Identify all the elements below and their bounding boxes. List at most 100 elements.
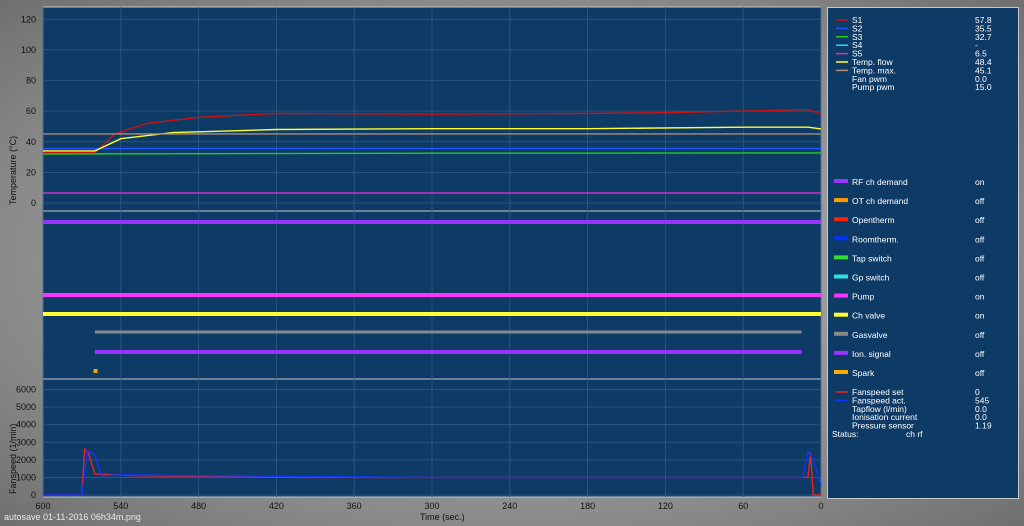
legend-state-9-swatch xyxy=(834,350,848,355)
x-tick-label: 60 xyxy=(738,501,748,511)
x-tick-label: 600 xyxy=(35,501,50,511)
legend-bottom-1-value: 545 xyxy=(975,395,989,405)
fanspeed-axis-label: Fanspeed (1/min) xyxy=(8,423,18,494)
legend-state-9-label: Ion. signal xyxy=(852,349,891,359)
legend-state-6-value: on xyxy=(975,292,985,302)
temperature-tick-label: 60 xyxy=(26,106,36,116)
legend-state-4-value: off xyxy=(975,253,985,263)
legend-state-1-value: off xyxy=(975,196,985,206)
legend-top-6-value: 45.1 xyxy=(975,65,992,75)
bar-rf-ch-demand xyxy=(43,220,821,224)
x-tick-label: 180 xyxy=(580,501,595,511)
fanspeed-tick-label: 1000 xyxy=(16,472,36,482)
legend-bottom-4-label: Pressure sensor xyxy=(852,421,914,431)
grid-lines xyxy=(42,7,822,497)
legend-state-10-label: Spark xyxy=(852,368,875,378)
legend-state-5-value: off xyxy=(975,273,985,283)
legend-top-8-label: Pump pwm xyxy=(852,82,895,92)
bar-pump xyxy=(43,293,821,297)
fanspeed-tick-label: 4000 xyxy=(16,420,36,430)
temperature-axis-label: Temperature (°C) xyxy=(8,136,18,205)
legend-state-7-value: on xyxy=(975,311,985,321)
fanspeed-tick-label: 5000 xyxy=(16,402,36,412)
legend-canvas: S1 57.8 S2 35.5 S3 32.7 S4 - S5 6.5 Temp. flow 48.4… xyxy=(832,15,992,439)
legend-state-2-label: Opentherm xyxy=(852,215,895,225)
legend-bottom-2-value: 0.0 xyxy=(975,404,987,414)
legend-bottom-2-label: Tapflow (l/min) xyxy=(852,404,907,414)
x-tick-label: 360 xyxy=(347,501,362,511)
x-tick-label: 300 xyxy=(424,501,439,511)
legend-state-9-value: off xyxy=(975,349,985,359)
legend-bottom-1-label: Fanspeed act. xyxy=(852,395,906,405)
legend-state-4-swatch xyxy=(834,255,848,260)
legend-top-6-label: Temp. max. xyxy=(852,65,896,75)
legend-state-1-swatch xyxy=(834,198,848,203)
legend-state-10-swatch xyxy=(834,370,848,374)
legend-top-3-label: S4 xyxy=(852,40,863,50)
legend-state-0-swatch xyxy=(834,179,848,183)
fanspeed-tick-label: 2000 xyxy=(16,455,36,465)
legend-state-2-value: off xyxy=(975,215,985,225)
bar-spark xyxy=(93,369,98,373)
series-lines xyxy=(42,108,822,496)
x-tick-label: 540 xyxy=(113,501,128,511)
legend-bottom-3-value: 0.0 xyxy=(975,412,987,422)
legend-top-4-label: S5 xyxy=(852,49,863,59)
legend-state-3-value: off xyxy=(975,234,985,244)
legend-state-7-swatch xyxy=(834,312,848,317)
legend-state-6-label: Pump xyxy=(852,292,874,302)
legend-state-5-label: Gp switch xyxy=(852,273,890,283)
legend-state-3-swatch xyxy=(834,236,848,241)
legend-state-6-swatch xyxy=(834,293,848,298)
temperature-tick-label: 0 xyxy=(31,198,36,208)
legend-state-8-swatch xyxy=(834,331,848,336)
legend-top-4-value: 6.5 xyxy=(975,49,987,59)
x-tick-label: 420 xyxy=(269,501,284,511)
legend-state-2-swatch xyxy=(834,217,848,222)
legend-top-1-label: S2 xyxy=(852,23,863,33)
tick-labels: 600 540 480 420 360 300 240 180 120 60 00204060801… xyxy=(16,14,824,511)
legend-state-0-label: RF ch demand xyxy=(852,177,908,187)
legend-state-1-label: OT ch demand xyxy=(852,196,908,206)
x-axis-label: Time (sec.) xyxy=(420,512,465,522)
temperature-tick-label: 80 xyxy=(26,76,36,86)
legend-state-3-label: Roomtherm. xyxy=(852,234,899,244)
status-label: Status: xyxy=(832,429,858,439)
temperature-tick-label: 40 xyxy=(26,137,36,147)
fanspeed-tick-label: 0 xyxy=(31,490,36,500)
temperature-tick-label: 20 xyxy=(26,167,36,177)
legend-top-7-value: 0.0 xyxy=(975,74,987,84)
legend-top-5-label: Temp. flow xyxy=(852,57,893,67)
digital-bars xyxy=(43,220,821,373)
legend-state-5-swatch xyxy=(834,274,848,279)
status-value: ch rf xyxy=(906,429,923,439)
x-tick-label: 120 xyxy=(658,501,673,511)
series-temp-flow xyxy=(43,126,822,152)
legend-top-0-value: 57.8 xyxy=(975,15,992,25)
x-tick-label: 480 xyxy=(191,501,206,511)
legend-top-5-value: 48.4 xyxy=(975,57,992,67)
legend-state-8-label: Gasvalve xyxy=(852,330,888,340)
legend-top-7-label: Fan pwm xyxy=(852,74,887,84)
legend-state-8-value: off xyxy=(975,330,985,340)
legend-state-4-label: Tap switch xyxy=(852,253,892,263)
legend-bottom-0-label: Fanspeed set xyxy=(852,387,904,397)
x-tick-label: 240 xyxy=(502,501,517,511)
bar-ch-valve xyxy=(43,312,821,316)
legend-bottom-0-value: 0 xyxy=(975,387,980,397)
series-fanspeed-act- xyxy=(43,449,822,496)
bar-ion-signal xyxy=(94,350,802,354)
bar-gasvalve xyxy=(94,330,802,334)
legend-top-2-label: S3 xyxy=(852,32,863,42)
temperature-tick-label: 120 xyxy=(21,14,36,24)
legend-panel: S1 57.8 S2 35.5 S3 32.7 S4 - S5 6.5 Temp. flow 48.4… xyxy=(827,7,1019,499)
legend-top-2-value: 32.7 xyxy=(975,32,992,42)
series-s3 xyxy=(42,152,822,155)
fanspeed-tick-label: 3000 xyxy=(16,437,36,447)
legend-state-10-value: off xyxy=(975,368,985,378)
legend-bottom-4-value: 1.19 xyxy=(975,421,992,431)
fanspeed-tick-label: 6000 xyxy=(16,385,36,395)
footer-filename: autosave 01-11-2016 06h34m.png xyxy=(4,512,141,522)
legend-top-0-label: S1 xyxy=(852,15,863,25)
